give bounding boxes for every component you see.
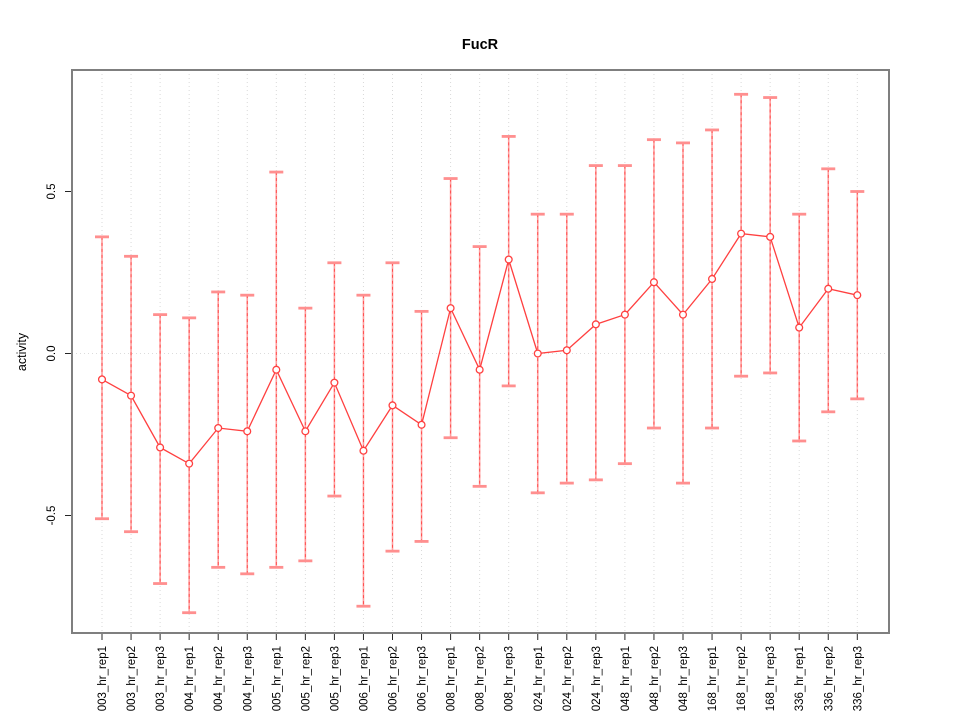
series-layer — [97, 229, 862, 468]
x-tick-label: 006_hr_rep1 — [358, 646, 370, 711]
x-tick-label: 008_hr_rep2 — [475, 646, 487, 711]
data-point — [272, 365, 281, 374]
data-point — [127, 391, 136, 400]
x-tick-label: 336_hr_rep2 — [823, 646, 835, 711]
x-tick-label: 168_hr_rep1 — [707, 646, 719, 711]
y-axis-title: activity — [15, 332, 29, 371]
x-tick-label: 003_hr_rep1 — [97, 646, 109, 711]
x-tick-label: 006_hr_rep3 — [417, 646, 429, 711]
data-point — [853, 291, 862, 300]
x-tick-label: 048_hr_rep2 — [649, 646, 661, 711]
data-point — [533, 349, 542, 358]
x-tick-label: 168_hr_rep2 — [736, 646, 748, 711]
plot-box — [71, 69, 890, 634]
data-point — [475, 365, 484, 374]
data-point — [185, 459, 194, 468]
grid-layer — [72, 70, 889, 633]
data-point — [214, 423, 223, 433]
axis-layer: 003_hr_rep1 003_hr_rep2 003_hr_rep3 004_hr_… — [46, 69, 890, 711]
x-tick-label: 005_hr_rep2 — [300, 646, 312, 711]
data-point — [620, 310, 629, 319]
data-point — [795, 323, 804, 332]
data-point — [504, 255, 513, 264]
data-point — [707, 274, 717, 284]
x-tick-label: 024_hr_rep2 — [562, 646, 574, 711]
data-point — [737, 229, 746, 238]
data-point — [330, 378, 339, 387]
data-point — [649, 278, 658, 287]
data-point — [562, 346, 571, 355]
x-tick-label: 048_hr_rep3 — [678, 646, 690, 711]
plot-title: FucR — [462, 37, 499, 53]
data-point — [156, 443, 165, 452]
data-point — [824, 284, 833, 293]
x-tick-label: 024_hr_rep3 — [591, 646, 603, 711]
x-tick-label: 008_hr_rep3 — [504, 646, 516, 711]
y-tick-label: 0.5 — [46, 184, 58, 200]
data-point — [388, 401, 397, 410]
x-tick-label: 005_hr_rep3 — [329, 646, 341, 711]
x-tick-label: 168_hr_rep3 — [765, 646, 777, 711]
data-point — [301, 427, 310, 436]
data-point — [591, 320, 600, 329]
x-tick-label: 004_hr_rep3 — [242, 646, 254, 711]
data-point — [417, 420, 426, 429]
x-tick-label: 003_hr_rep2 — [126, 646, 138, 711]
x-tick-label: 336_hr_rep3 — [852, 646, 864, 711]
y-tick-label: 0.0 — [46, 346, 58, 362]
data-point — [678, 310, 688, 319]
data-point — [97, 375, 107, 384]
data-point — [243, 427, 252, 436]
data-point — [766, 232, 775, 241]
x-tick-label: 024_hr_rep1 — [533, 646, 545, 711]
data-point — [359, 446, 368, 455]
x-tick-label: 003_hr_rep3 — [155, 646, 167, 711]
x-tick-label: 048_hr_rep1 — [620, 646, 632, 711]
x-tick-label: 008_hr_rep1 — [446, 646, 458, 711]
x-tick-label: 006_hr_rep2 — [388, 646, 400, 711]
x-tick-label: 336_hr_rep1 — [794, 646, 806, 711]
data-point — [446, 304, 455, 313]
x-tick-label: 005_hr_rep1 — [271, 646, 283, 711]
x-tick-label: 004_hr_rep1 — [184, 646, 196, 711]
y-tick-label: -0.5 — [46, 506, 58, 526]
x-tick-label: 004_hr_rep2 — [213, 646, 225, 711]
